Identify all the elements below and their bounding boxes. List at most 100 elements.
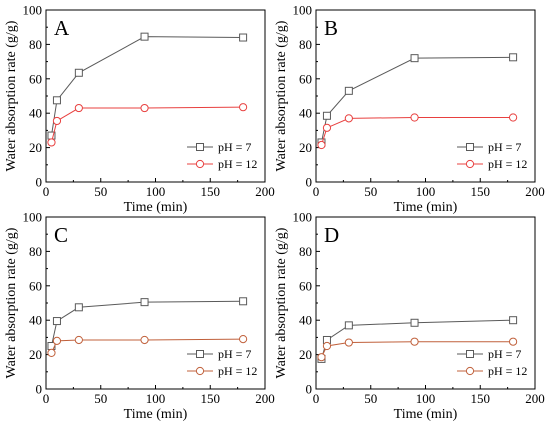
x-tick-label: 150 [201, 184, 221, 199]
y-axis-title: Water absorption rate (g/g) [4, 20, 19, 171]
x-tick-label: 150 [471, 184, 491, 199]
data-point-square [239, 297, 248, 306]
legend: pH = 7 pH = 12 [457, 347, 527, 378]
y-tick-label: 100 [293, 210, 313, 225]
legend-marker-square [196, 350, 204, 358]
data-point-circle [508, 113, 518, 122]
x-axis-title: Time (min) [394, 407, 458, 422]
series-line-ph7 [320, 56, 514, 143]
y-tick-label: 20 [29, 140, 42, 155]
legend: pH = 7 pH = 12 [457, 140, 527, 171]
x-axis-title: Time (min) [124, 407, 188, 422]
legend-marker-circle [465, 366, 475, 376]
y-axis-title: Water absorption rate (g/g) [274, 227, 289, 378]
legend-label: pH = 12 [488, 157, 527, 171]
y-tick-label: 40 [299, 313, 312, 328]
y-tick-label: 20 [299, 347, 312, 362]
x-tick-label: 200 [255, 391, 275, 406]
data-point-circle [47, 348, 56, 357]
data-point-circle [74, 335, 83, 345]
panel-letter: C [54, 223, 68, 247]
y-tick-label: 0 [306, 175, 313, 190]
y-tick-label: 0 [36, 382, 43, 397]
y-tick-label: 20 [29, 347, 42, 362]
x-tick-label: 200 [525, 391, 545, 406]
y-axis-title: Water absorption rate (g/g) [4, 227, 19, 378]
data-point-circle [344, 338, 353, 347]
x-tick-label: 100 [416, 391, 436, 406]
legend-marker-square [466, 143, 474, 151]
x-tick-label: 100 [146, 391, 166, 406]
panel-letter: D [324, 223, 339, 247]
x-tick-label: 50 [364, 184, 377, 199]
legend-label: pH = 7 [218, 140, 251, 154]
data-point-square [344, 86, 353, 95]
data-point-square [52, 96, 61, 105]
x-axis-title: Time (min) [124, 200, 188, 215]
legend-marker-circle [195, 366, 205, 376]
x-tick-label: 150 [471, 391, 491, 406]
legend-label: pH = 7 [218, 347, 251, 361]
x-tick-label: 50 [364, 391, 377, 406]
data-point-circle [344, 114, 353, 123]
y-tick-label: 40 [29, 106, 42, 121]
data-point-circle [239, 335, 248, 344]
x-tick-label: 0 [43, 184, 50, 199]
data-point-square [344, 321, 353, 330]
legend: pH = 7 pH = 12 [187, 140, 257, 171]
x-tick-label: 200 [255, 184, 275, 199]
legend-label: pH = 12 [488, 364, 527, 378]
y-tick-label: 100 [23, 3, 43, 18]
legend-label: pH = 7 [488, 347, 521, 361]
panel-letter: A [54, 16, 70, 40]
y-tick-label: 80 [299, 244, 312, 259]
data-point-circle [322, 123, 332, 132]
data-point-circle [317, 353, 326, 362]
data-point-square [74, 68, 83, 77]
data-point-square [509, 53, 518, 62]
x-tick-label: 50 [94, 391, 107, 406]
y-tick-label: 100 [23, 210, 43, 225]
panel-letter: B [324, 16, 338, 40]
y-tick-label: 40 [29, 313, 42, 328]
data-point-square [410, 318, 419, 327]
y-tick-label: 20 [299, 140, 312, 155]
y-tick-label: 80 [299, 37, 312, 52]
x-tick-label: 0 [313, 391, 320, 406]
y-tick-label: 0 [36, 175, 43, 190]
data-point-square [239, 33, 248, 42]
data-point-circle [74, 103, 83, 113]
data-point-circle [317, 140, 326, 150]
x-tick-label: 100 [416, 184, 436, 199]
y-tick-label: 80 [29, 37, 42, 52]
legend-label: pH = 12 [218, 157, 257, 171]
data-point-square [52, 317, 61, 326]
data-point-square [410, 54, 419, 63]
data-point-circle [47, 138, 56, 147]
data-point-circle [508, 337, 518, 346]
data-point-circle [410, 113, 419, 122]
legend-label: pH = 7 [488, 140, 521, 154]
legend-marker-square [466, 350, 474, 358]
legend-label: pH = 12 [218, 364, 257, 378]
data-point-square [509, 316, 518, 325]
data-point-square [140, 32, 149, 41]
data-point-circle [140, 103, 149, 113]
y-tick-label: 100 [293, 3, 313, 18]
y-tick-label: 0 [306, 382, 313, 397]
data-point-square [322, 111, 331, 120]
y-axis-title: Water absorption rate (g/g) [274, 20, 289, 171]
x-tick-label: 0 [313, 184, 320, 199]
data-point-square [74, 303, 83, 312]
legend-marker-circle [465, 159, 475, 169]
x-tick-label: 150 [201, 391, 221, 406]
legend-marker-circle [195, 159, 205, 169]
x-tick-label: 200 [525, 184, 545, 199]
data-point-circle [322, 341, 332, 351]
y-tick-label: 60 [29, 278, 42, 293]
